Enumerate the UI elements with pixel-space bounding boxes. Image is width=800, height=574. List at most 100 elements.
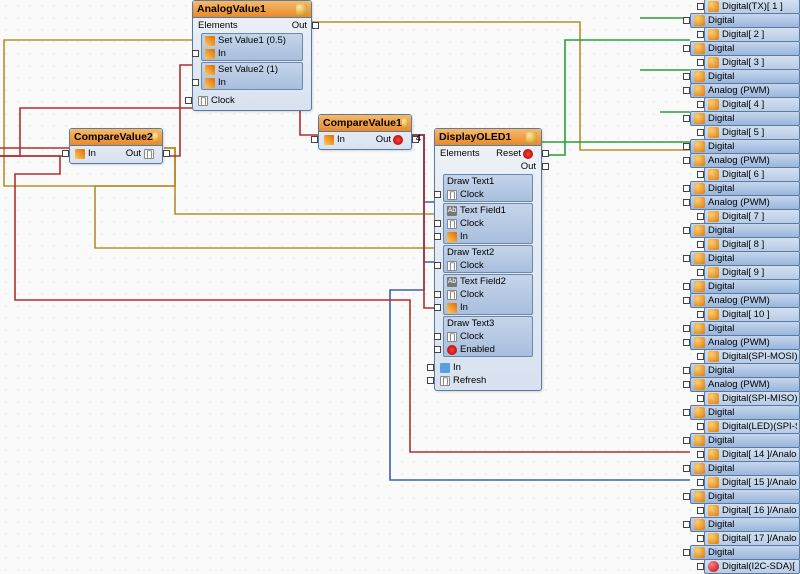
panel-pin[interactable] (697, 241, 704, 248)
panel-pin[interactable] (683, 17, 690, 24)
sub-textfield2[interactable]: AbText Field2 Clock In (443, 274, 533, 315)
panel-item[interactable]: Digital (690, 223, 800, 238)
panel-pin[interactable] (697, 213, 704, 220)
panel-pin[interactable] (683, 115, 690, 122)
panel-item[interactable]: Digital (690, 69, 800, 84)
sub-setvalue1[interactable]: Set Value1 (0.5) In (201, 33, 303, 61)
wand-icon[interactable] (402, 118, 407, 129)
panel-pin[interactable] (697, 353, 704, 360)
out-pin[interactable] (542, 163, 549, 170)
panel-pin[interactable] (697, 563, 704, 570)
panel-pin[interactable] (683, 493, 690, 500)
clock-pin[interactable] (185, 97, 192, 104)
panel-pin[interactable] (683, 73, 690, 80)
sub-drawtext3[interactable]: Draw Text3 Clock Enabled (443, 316, 533, 357)
wire[interactable] (542, 40, 690, 155)
panel-pin[interactable] (697, 3, 704, 10)
in-pin[interactable] (434, 304, 441, 311)
panel-pin[interactable] (697, 269, 704, 276)
panel-item[interactable]: Digital[ 6 ] (704, 167, 800, 182)
node-comparevalue1[interactable]: CompareValue1 In Out 4 (318, 114, 412, 150)
sub-drawtext1[interactable]: Draw Text1 Clock (443, 174, 533, 202)
panel-item[interactable]: Digital[ 3 ] (704, 55, 800, 70)
panel-item[interactable]: Analog (PWM) (690, 335, 800, 350)
panel-pin[interactable] (697, 479, 704, 486)
panel-item[interactable]: Digital(TX)[ 1 ] (704, 0, 800, 14)
panel-item[interactable]: Digital(SPI-MISO)[ 1 (704, 391, 800, 406)
panel-pin[interactable] (683, 297, 690, 304)
node-comparevalue2[interactable]: CompareValue2 In Out (69, 128, 163, 164)
panel-item[interactable]: Analog (PWM) (690, 293, 800, 308)
in-pin[interactable] (311, 136, 318, 143)
panel-item[interactable]: Digital (690, 279, 800, 294)
panel-item[interactable]: Analog (PWM) (690, 195, 800, 210)
in-pin[interactable] (192, 79, 199, 86)
panel-pin[interactable] (683, 199, 690, 206)
panel-item[interactable]: Digital[ 14 ]/AnalogIn (704, 447, 800, 462)
panel-item[interactable]: Digital (690, 461, 800, 476)
wire[interactable] (0, 156, 690, 452)
panel-pin[interactable] (683, 437, 690, 444)
panel-pin[interactable] (697, 171, 704, 178)
sub-drawtext2[interactable]: Draw Text2 Clock (443, 245, 533, 273)
panel-item[interactable]: Analog (PWM) (690, 83, 800, 98)
panel-item[interactable]: Digital[ 4 ] (704, 97, 800, 112)
panel-pin[interactable] (683, 143, 690, 150)
panel-pin[interactable] (697, 535, 704, 542)
panel-item[interactable]: Digital[ 10 ] (704, 307, 800, 322)
panel-pin[interactable] (683, 255, 690, 262)
panel-item[interactable]: Analog (PWM) (690, 153, 800, 168)
panel-pin[interactable] (683, 339, 690, 346)
panel-pin[interactable] (683, 549, 690, 556)
clock-pin[interactable] (434, 333, 441, 340)
panel-pin[interactable] (697, 507, 704, 514)
node-title[interactable]: CompareValue1 (319, 115, 411, 132)
panel-pin[interactable] (697, 31, 704, 38)
panel-item[interactable]: Digital[ 7 ] (704, 209, 800, 224)
panel-pin[interactable] (683, 157, 690, 164)
panel-item[interactable]: Digital (690, 405, 800, 420)
panel-pin[interactable] (683, 87, 690, 94)
panel-item[interactable]: Digital (690, 363, 800, 378)
panel-item[interactable]: Digital (690, 251, 800, 266)
node-title[interactable]: CompareValue2 (70, 129, 162, 146)
panel-pin[interactable] (683, 227, 690, 234)
clock-pin[interactable] (434, 291, 441, 298)
panel-item[interactable]: Digital(I2C-SDA)[ 18 ]/Anal (704, 559, 800, 574)
wand-icon[interactable] (296, 4, 307, 15)
wire[interactable] (164, 148, 440, 214)
panel-item[interactable]: Digital (690, 545, 800, 560)
panel-pin[interactable] (683, 185, 690, 192)
panel-pin[interactable] (697, 395, 704, 402)
panel-item[interactable]: Digital (690, 111, 800, 126)
panel-item[interactable]: Digital (690, 517, 800, 532)
wand-icon[interactable] (153, 132, 158, 143)
panel-pin[interactable] (683, 409, 690, 416)
panel-item[interactable]: Digital[ 9 ] (704, 265, 800, 280)
node-title[interactable]: AnalogValue1 (193, 1, 311, 18)
node-displayoled1[interactable]: DisplayOLED1 Elements Reset Out Draw Tex… (434, 128, 542, 391)
out-pin[interactable] (163, 150, 170, 157)
in-pin[interactable] (62, 150, 69, 157)
panel-item[interactable]: Digital (690, 321, 800, 336)
clock-pin[interactable] (434, 262, 441, 269)
clock-pin[interactable] (434, 220, 441, 227)
reset-pin[interactable] (542, 150, 549, 157)
enabled-pin[interactable] (434, 346, 441, 353)
panel-pin[interactable] (683, 465, 690, 472)
node-analogvalue1[interactable]: AnalogValue1 Elements Out Set Value1 (0.… (192, 0, 312, 111)
panel-item[interactable]: Digital (690, 433, 800, 448)
sub-setvalue2[interactable]: Set Value2 (1) In (201, 62, 303, 90)
panel-item[interactable]: Digital[ 5 ] (704, 125, 800, 140)
panel-pin[interactable] (683, 367, 690, 374)
panel-item[interactable]: Digital[ 8 ] (704, 237, 800, 252)
panel-pin[interactable] (697, 423, 704, 430)
panel-pin[interactable] (683, 521, 690, 528)
refresh-pin[interactable] (427, 377, 434, 384)
wire[interactable] (4, 40, 197, 186)
in-pin[interactable] (427, 364, 434, 371)
panel-pin[interactable] (683, 325, 690, 332)
panel-item[interactable]: Analog (PWM) (690, 377, 800, 392)
panel-item[interactable]: Digital (690, 13, 800, 28)
panel-pin[interactable] (697, 311, 704, 318)
